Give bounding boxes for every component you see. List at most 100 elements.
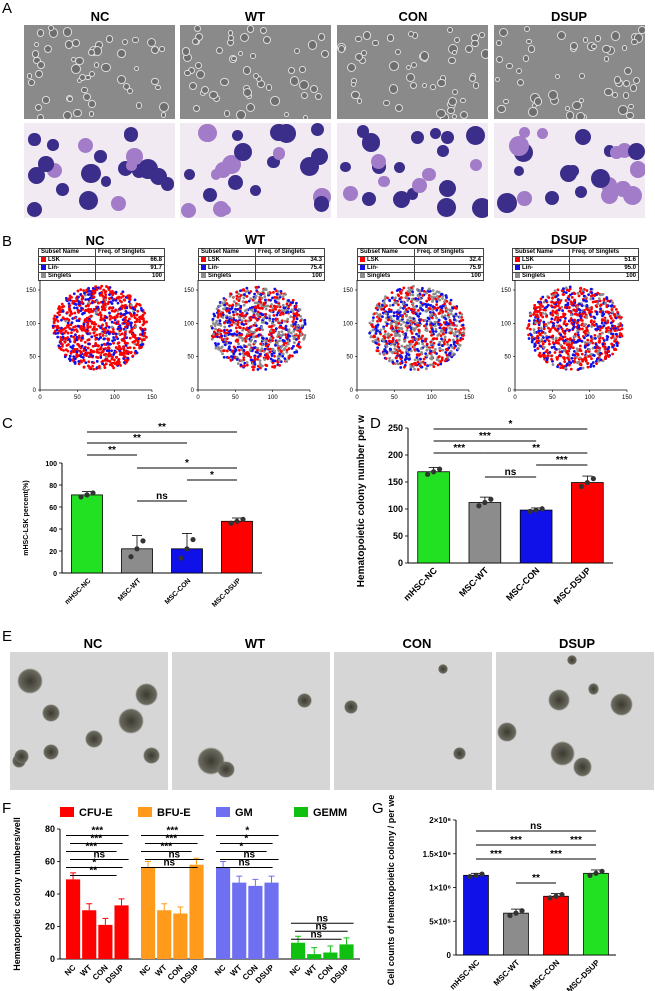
tsne-point [295, 317, 299, 321]
tsne-point [131, 354, 135, 358]
tsne-point [143, 338, 146, 342]
subset-frequency: 91.7 [95, 264, 165, 274]
tsne-point [544, 308, 547, 312]
x-category-label: NC [213, 963, 228, 978]
tsne-point [559, 299, 562, 303]
x-category-label: MSC-WT [457, 565, 491, 599]
subset-frequency: 75.9 [414, 264, 484, 274]
tsne-point [410, 298, 414, 301]
tsne-point [534, 336, 538, 340]
tsne-point [374, 306, 378, 310]
tsne-point [133, 335, 137, 339]
tsne-point [72, 355, 76, 358]
tsne-point [131, 340, 135, 344]
legend-label: GM [235, 807, 253, 819]
panel-label-e: E [2, 628, 13, 645]
tsne-point [381, 311, 385, 315]
tsne-y-tick-label: 0 [350, 388, 354, 394]
tsne-point [70, 321, 74, 325]
tsne-point [578, 344, 582, 348]
tsne-point [231, 320, 235, 324]
x-category-label: mHSC-NC [448, 958, 482, 991]
tsne-point [386, 318, 390, 322]
tsne-point [606, 335, 610, 339]
tsne-point [256, 310, 260, 314]
tsne-point [594, 342, 598, 346]
tsne-point [86, 297, 90, 301]
tsne-point [253, 321, 257, 325]
tsne-point [537, 331, 541, 335]
significance-label: *** [510, 835, 522, 846]
tsne-point [385, 350, 389, 354]
tsne-point [567, 341, 571, 344]
tsne-point [253, 341, 257, 345]
tsne-point [567, 295, 571, 298]
tsne-point [95, 344, 99, 347]
tsne-point [110, 349, 113, 353]
tsne-point [614, 307, 618, 311]
tsne-point [289, 315, 293, 319]
tsne-point [398, 319, 401, 323]
tsne-point [429, 349, 433, 353]
tsne-point [575, 321, 579, 325]
bar-gemm-wt [307, 954, 322, 959]
tsne-point [117, 360, 121, 364]
tsne-point [292, 317, 296, 321]
tsne-point [416, 368, 420, 371]
tsne-point [92, 325, 96, 329]
tsne-point [69, 309, 73, 313]
tsne-point [579, 363, 583, 367]
tsne-point [103, 303, 107, 307]
bar-msc-dsup [221, 520, 253, 574]
tsne-point [211, 335, 215, 339]
bar-cfu-e-con [98, 924, 113, 959]
tsne-point [431, 330, 435, 333]
tsne-point [223, 328, 226, 332]
significance-label: ** [108, 445, 116, 456]
tsne-point [96, 301, 100, 305]
tsne-point [77, 319, 81, 323]
tsne-point [122, 294, 125, 298]
tsne-point [263, 358, 267, 361]
tsne-point [250, 338, 254, 342]
tsne-point [563, 332, 567, 335]
tsne-point [439, 323, 443, 327]
tsne-point [377, 313, 380, 317]
tsne-point [231, 355, 235, 359]
tsne-point [606, 321, 610, 324]
phase-contrast-image-con [337, 25, 488, 119]
tsne-point [394, 356, 398, 360]
tsne-point [101, 323, 105, 327]
tsne-point [214, 321, 218, 325]
bar-gemm-nc [291, 942, 306, 959]
tsne-point [592, 320, 596, 324]
tsne-point [116, 312, 120, 316]
tsne-point [428, 310, 432, 314]
tsne-point [232, 300, 236, 303]
tsne-point [110, 325, 114, 329]
tsne-point [409, 329, 413, 333]
tsne-point [428, 363, 432, 367]
y-tick-label: 200 [388, 450, 403, 460]
tsne-point [410, 288, 414, 292]
tsne-point [383, 336, 387, 340]
tsne-point [253, 356, 257, 360]
tsne-point [454, 327, 457, 331]
tsne-point [444, 304, 447, 308]
tsne-point [405, 328, 409, 332]
colony-image-con [334, 652, 492, 790]
tsne-point [602, 299, 606, 302]
tsne-point [113, 361, 116, 365]
panel-label-b: B [2, 233, 13, 250]
tsne-point [607, 355, 611, 358]
tsne-point [99, 347, 103, 351]
tsne-point [273, 349, 277, 353]
tsne-point [619, 324, 622, 327]
data-point [78, 494, 84, 500]
tsne-point [278, 363, 282, 367]
tsne-point [241, 338, 245, 342]
tsne-point [271, 306, 275, 310]
tsne-point [437, 355, 441, 359]
tsne-point [620, 334, 624, 338]
tsne-point [252, 365, 256, 369]
